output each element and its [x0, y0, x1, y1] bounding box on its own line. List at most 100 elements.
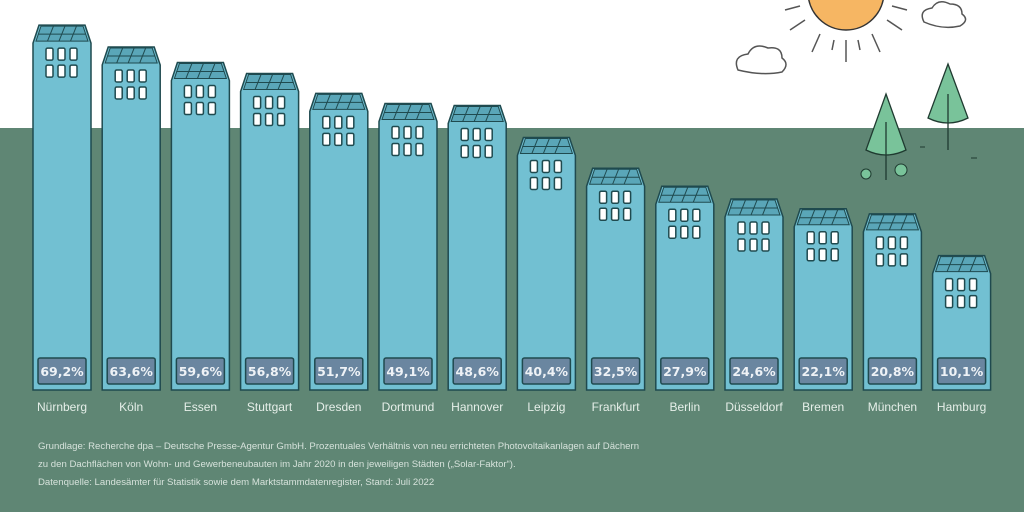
category-label: Bremen [802, 400, 844, 414]
window-icon [252, 95, 262, 110]
cloud-icon [735, 45, 787, 75]
window-icon [472, 144, 481, 159]
window-icon [207, 84, 217, 99]
value-label-box [383, 357, 433, 385]
window-icon [114, 86, 123, 100]
window-icon [692, 225, 701, 239]
window-icon [749, 238, 758, 252]
window-icon [183, 84, 193, 99]
value-label: 69,2% [40, 364, 84, 379]
window-icon [472, 127, 481, 142]
window-icon [45, 64, 54, 78]
category-label: Nürnberg [37, 400, 87, 414]
window-icon [680, 225, 689, 239]
value-label-box [244, 357, 295, 385]
category-label: Stuttgart [247, 400, 293, 414]
window-icon [460, 144, 469, 159]
category-label: Leipzig [527, 400, 565, 414]
window-icon [195, 101, 205, 116]
value-label-box [729, 357, 779, 385]
building-body [585, 167, 646, 391]
window-icon [126, 69, 135, 83]
window-icon [114, 69, 123, 83]
building-bar: 22,1% Bremen [793, 208, 853, 414]
window-icon [737, 238, 746, 252]
window-icon [956, 294, 966, 309]
window-icon [761, 238, 770, 252]
value-label: 56,8% [248, 364, 292, 379]
window-icon [69, 64, 78, 78]
window-icon [818, 231, 827, 245]
window-icon [484, 127, 493, 142]
category-label: Düsseldorf [725, 400, 783, 414]
building-bar: 56,8% Stuttgart [239, 72, 300, 414]
window-icon [57, 64, 66, 78]
window-icon [391, 125, 400, 140]
window-icon [553, 159, 563, 174]
value-label-box [660, 357, 710, 385]
value-label: 27,9% [663, 364, 707, 379]
building-bar: 24,6% Düsseldorf [724, 198, 784, 414]
building-bar: 51,7% Dresden [309, 92, 369, 414]
window-icon [668, 225, 677, 239]
window-icon [818, 248, 827, 262]
building-body [239, 72, 300, 391]
category-label: Dortmund [382, 400, 435, 414]
category-label: München [868, 400, 917, 414]
value-label: 63,6% [110, 364, 154, 379]
building-bar: 20,8% München [862, 213, 923, 414]
building-body [447, 104, 507, 391]
value-label-box [867, 357, 918, 385]
window-icon [956, 277, 966, 292]
window-icon [887, 253, 897, 267]
building-bar: 59,6% Essen [170, 61, 231, 414]
footnote-line-3: Datenquelle: Landesämter für Statistik s… [38, 477, 435, 488]
value-label-box [798, 357, 848, 385]
window-icon [968, 277, 978, 292]
footnote-line-2: zu den Dachflächen von Wohn- und Gewerbe… [38, 459, 516, 470]
window-icon [403, 125, 412, 140]
building-bar: 63,6% Köln [101, 46, 161, 414]
window-icon [610, 207, 620, 221]
window-icon [57, 47, 66, 61]
window-icon [322, 115, 331, 130]
value-label-box [590, 357, 641, 385]
window-icon [45, 47, 54, 61]
window-icon [622, 207, 632, 221]
building-bar: 48,6% Hannover [447, 104, 507, 414]
building-bar: 32,5% Frankfurt [585, 167, 646, 414]
building-body [516, 136, 577, 391]
value-label: 20,8% [871, 364, 915, 379]
window-icon [806, 248, 815, 262]
window-icon [598, 207, 608, 221]
building-body [101, 46, 161, 391]
window-icon [346, 132, 355, 147]
window-icon [830, 248, 839, 262]
building-body [378, 102, 438, 391]
building-bar: 40,4% Leipzig [516, 136, 577, 414]
window-icon [334, 115, 343, 130]
value-label: 24,6% [732, 364, 776, 379]
window-icon [207, 101, 217, 116]
window-icon [944, 277, 954, 292]
value-label: 49,1% [386, 364, 430, 379]
window-icon [761, 221, 770, 235]
category-label: Essen [184, 400, 217, 414]
value-label-box [936, 357, 987, 385]
category-label: Dresden [316, 400, 361, 414]
value-label: 22,1% [802, 364, 846, 379]
building-bar: 27,9% Berlin [655, 185, 715, 414]
value-label-box [452, 357, 502, 385]
window-icon [138, 86, 147, 100]
sun-icon [784, 0, 908, 62]
value-label: 59,6% [179, 364, 223, 379]
window-icon [887, 236, 897, 250]
window-icon [622, 190, 632, 204]
window-icon [264, 112, 274, 127]
window-icon [875, 236, 885, 250]
window-icon [737, 221, 746, 235]
window-icon [692, 208, 701, 222]
building-bar: 49,1% Dortmund [378, 102, 438, 414]
